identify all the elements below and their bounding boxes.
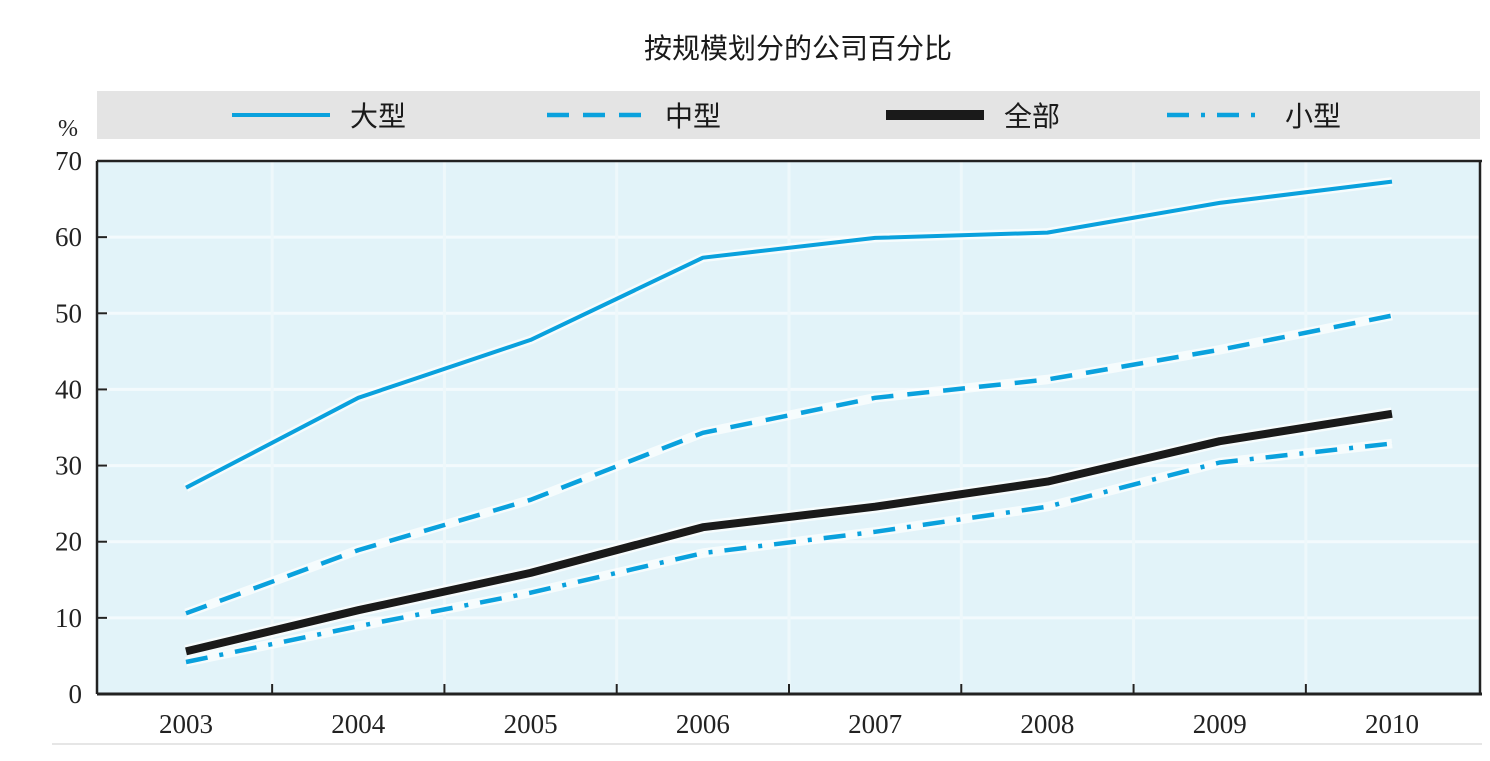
chart-title: 按规模划分的公司百分比 xyxy=(644,32,952,65)
legend-item-全部: 全部 xyxy=(886,100,1060,133)
y-tick-label: 0 xyxy=(69,679,83,709)
y-tick-label: 50 xyxy=(55,298,82,328)
legend-label: 大型 xyxy=(350,100,406,133)
y-tick-label: 10 xyxy=(55,603,82,633)
legend: 大型 中型 全部 小型 xyxy=(232,100,1341,133)
x-tick-label: 2010 xyxy=(1365,709,1419,739)
y-tick-label: 40 xyxy=(55,374,82,404)
legend-label: 中型 xyxy=(665,100,721,133)
y-axis-unit-label: % xyxy=(58,116,78,142)
y-axis-ticks: 0 10 20 30 40 50 60 70 xyxy=(55,146,107,709)
y-tick-label: 60 xyxy=(55,222,82,252)
x-tick-label: 2004 xyxy=(331,709,386,739)
legend-label: 小型 xyxy=(1285,100,1341,133)
legend-item-大型: 大型 xyxy=(232,100,406,133)
x-tick-label: 2005 xyxy=(504,709,558,739)
series-line-小型 xyxy=(185,441,1393,665)
x-tick-label: 2008 xyxy=(1020,709,1074,739)
y-tick-label: 70 xyxy=(55,146,82,176)
series-line-大型 xyxy=(185,179,1393,490)
x-axis-ticks: 2003 2004 2005 2006 2007 2008 2009 2010 xyxy=(159,684,1419,739)
x-tick-label: 2003 xyxy=(159,709,213,739)
legend-label: 全部 xyxy=(1004,100,1060,133)
y-tick-label: 20 xyxy=(55,527,82,557)
legend-item-中型: 中型 xyxy=(547,100,721,133)
series-halo-1 xyxy=(184,310,1393,618)
series-line-全部 xyxy=(185,409,1393,656)
x-tick-label: 2006 xyxy=(676,709,730,739)
x-tick-label: 2007 xyxy=(848,709,902,739)
y-tick-label: 30 xyxy=(55,451,82,481)
x-tick-label: 2009 xyxy=(1193,709,1247,739)
series-layer xyxy=(183,177,1394,667)
legend-item-小型: 小型 xyxy=(1167,100,1341,133)
